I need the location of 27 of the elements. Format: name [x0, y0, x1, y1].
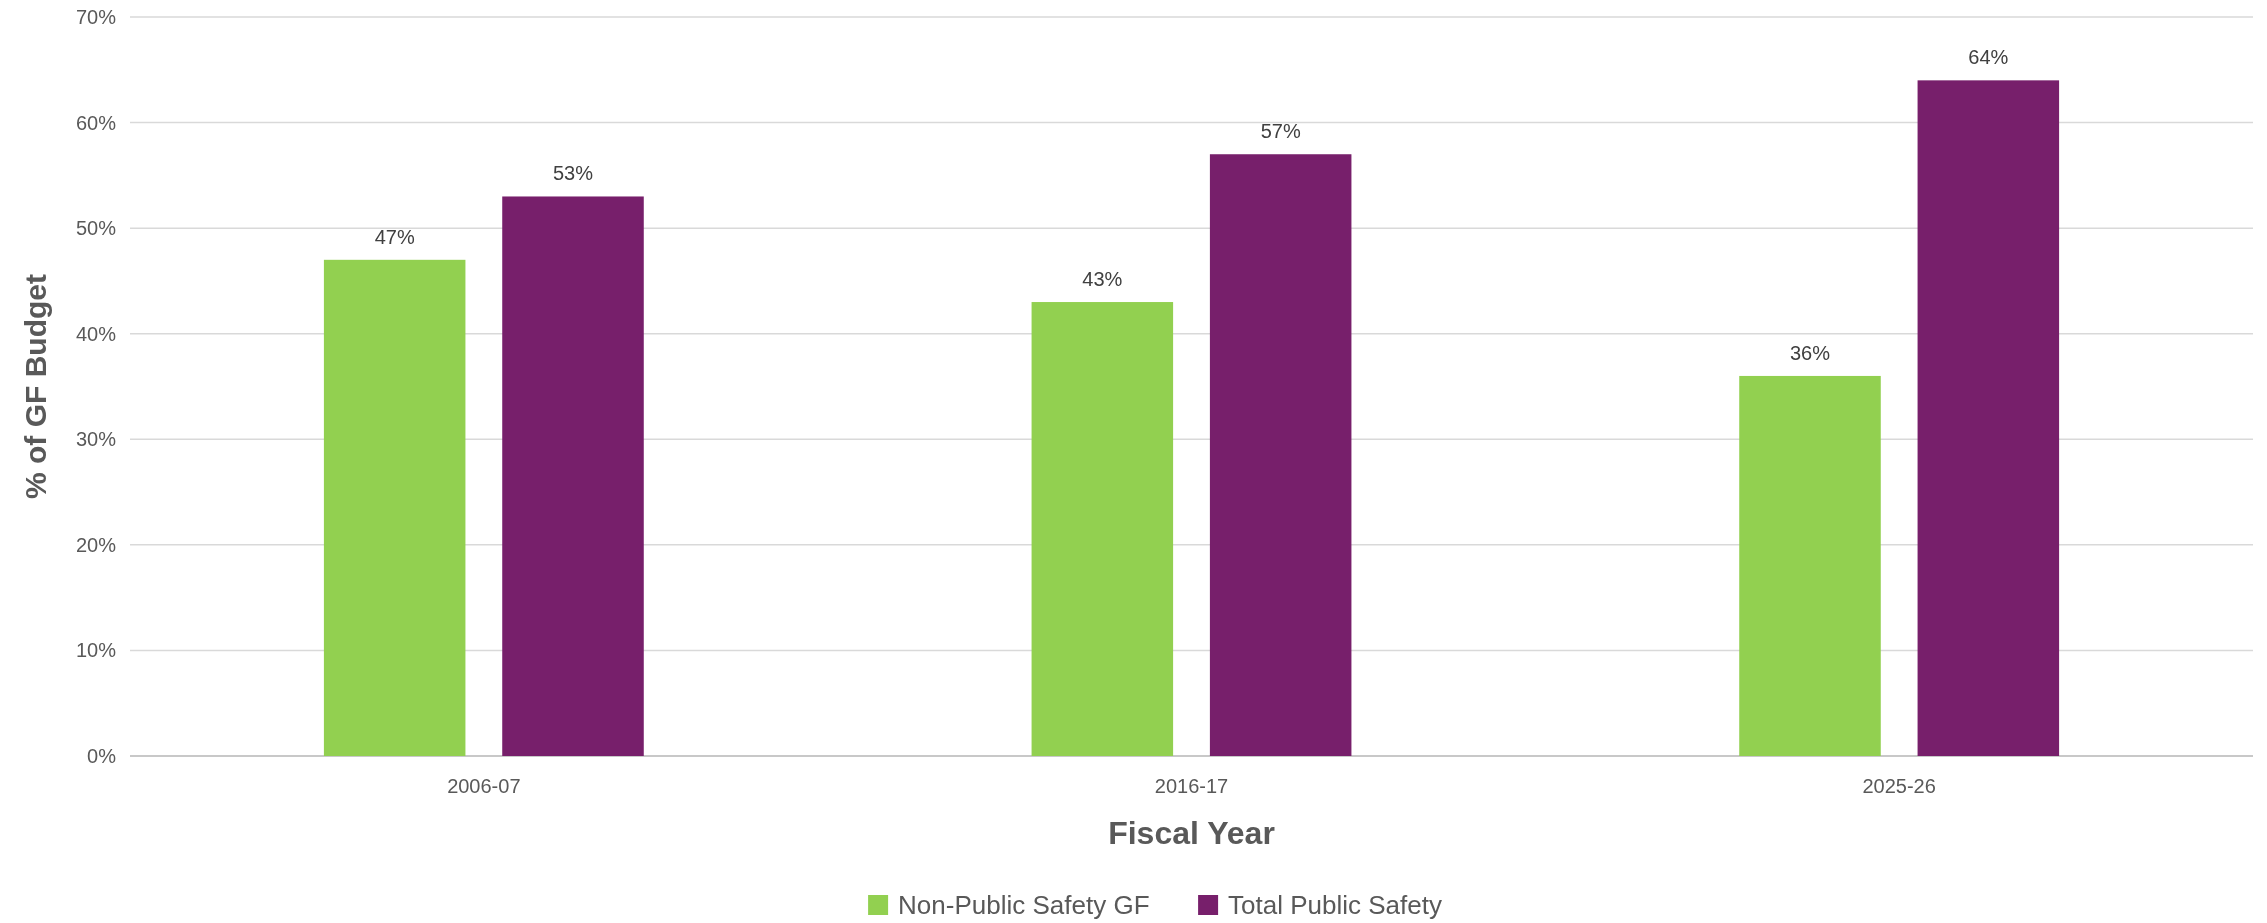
- data-label: 57%: [1260, 120, 1301, 143]
- x-tick-label: 2016-17: [1154, 775, 1229, 797]
- y-tick-label: 20%: [75, 533, 117, 556]
- bar: [502, 196, 644, 756]
- data-label: 53%: [552, 162, 594, 185]
- x-axis-title: Fiscal Year: [1108, 815, 1275, 851]
- bar: [1209, 154, 1352, 756]
- legend-label: Non-Public Safety GF: [898, 890, 1150, 921]
- data-label: 47%: [374, 225, 415, 248]
- y-tick-label: 70%: [75, 6, 117, 28]
- bar: [1031, 302, 1174, 756]
- bar: [1739, 375, 1881, 756]
- bar: [1917, 80, 2060, 756]
- legend-label: Total Public Safety: [1228, 890, 1442, 921]
- y-tick-label: 60%: [75, 111, 117, 134]
- x-tick-label: 2006-07: [447, 775, 521, 797]
- y-tick-label: 30%: [75, 428, 117, 451]
- data-label: 43%: [1082, 268, 1123, 291]
- y-tick-label: 50%: [75, 217, 117, 240]
- y-tick-label: 0%: [87, 745, 117, 767]
- bar: [323, 259, 466, 756]
- y-tick-label: 40%: [75, 322, 117, 345]
- y-axis-title: % of GF Budget: [19, 274, 52, 499]
- y-tick-label: 10%: [75, 639, 117, 662]
- data-label: 36%: [1789, 341, 1831, 364]
- data-label: 64%: [1968, 46, 2009, 69]
- x-tick-label: 2025-26: [1862, 775, 1936, 797]
